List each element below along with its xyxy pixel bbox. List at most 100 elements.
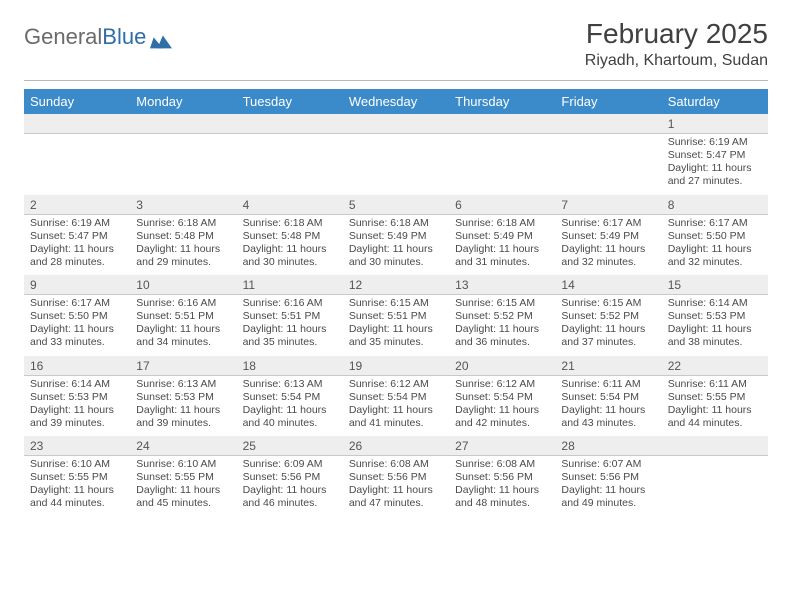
sunrise-line: Sunrise: 6:12 AM	[455, 378, 549, 391]
page-title: February 2025	[585, 18, 768, 50]
day-number: 7	[555, 195, 661, 214]
daylight-line: Daylight: 11 hours and 45 minutes.	[136, 484, 230, 510]
day-cell	[662, 456, 768, 517]
day-cell: Sunrise: 6:12 AMSunset: 5:54 PMDaylight:…	[343, 376, 449, 437]
day-number: 3	[130, 195, 236, 214]
sunset-line: Sunset: 5:55 PM	[668, 391, 762, 404]
sunrise-line: Sunrise: 6:13 AM	[136, 378, 230, 391]
day-cell: Sunrise: 6:15 AMSunset: 5:52 PMDaylight:…	[449, 295, 555, 356]
day-number: 6	[449, 195, 555, 214]
day-number	[449, 114, 555, 133]
header: GeneralBlue February 2025 Riyadh, Kharto…	[24, 18, 768, 70]
week-body-row: Sunrise: 6:19 AMSunset: 5:47 PMDaylight:…	[24, 134, 768, 195]
day-number: 14	[555, 275, 661, 294]
sunrise-line: Sunrise: 6:14 AM	[30, 378, 124, 391]
daylight-line: Daylight: 11 hours and 48 minutes.	[455, 484, 549, 510]
day-header: Sunday	[24, 89, 130, 114]
day-number: 27	[449, 436, 555, 455]
sunrise-line: Sunrise: 6:11 AM	[668, 378, 762, 391]
daylight-line: Daylight: 11 hours and 43 minutes.	[561, 404, 655, 430]
daylight-line: Daylight: 11 hours and 28 minutes.	[30, 243, 124, 269]
day-number: 13	[449, 275, 555, 294]
sunset-line: Sunset: 5:53 PM	[30, 391, 124, 404]
sunset-line: Sunset: 5:49 PM	[455, 230, 549, 243]
week-number-row: 1	[24, 114, 768, 134]
day-cell: Sunrise: 6:18 AMSunset: 5:49 PMDaylight:…	[343, 215, 449, 276]
day-number: 17	[130, 356, 236, 375]
day-number: 8	[662, 195, 768, 214]
sunrise-line: Sunrise: 6:09 AM	[243, 458, 337, 471]
day-cell: Sunrise: 6:15 AMSunset: 5:51 PMDaylight:…	[343, 295, 449, 356]
day-number: 19	[343, 356, 449, 375]
day-header: Monday	[130, 89, 236, 114]
daylight-line: Daylight: 11 hours and 30 minutes.	[349, 243, 443, 269]
day-cell: Sunrise: 6:19 AMSunset: 5:47 PMDaylight:…	[24, 215, 130, 276]
sunset-line: Sunset: 5:51 PM	[243, 310, 337, 323]
day-number: 22	[662, 356, 768, 375]
daylight-line: Daylight: 11 hours and 32 minutes.	[561, 243, 655, 269]
day-cell: Sunrise: 6:14 AMSunset: 5:53 PMDaylight:…	[24, 376, 130, 437]
daylight-line: Daylight: 11 hours and 35 minutes.	[243, 323, 337, 349]
day-header: Wednesday	[343, 89, 449, 114]
sunrise-line: Sunrise: 6:07 AM	[561, 458, 655, 471]
day-cell: Sunrise: 6:08 AMSunset: 5:56 PMDaylight:…	[343, 456, 449, 517]
day-cell: Sunrise: 6:10 AMSunset: 5:55 PMDaylight:…	[24, 456, 130, 517]
day-cell: Sunrise: 6:13 AMSunset: 5:54 PMDaylight:…	[237, 376, 343, 437]
calendar: SundayMondayTuesdayWednesdayThursdayFrid…	[24, 89, 768, 517]
day-number: 10	[130, 275, 236, 294]
week-number-row: 232425262728	[24, 436, 768, 456]
sunrise-line: Sunrise: 6:15 AM	[455, 297, 549, 310]
daylight-line: Daylight: 11 hours and 44 minutes.	[668, 404, 762, 430]
day-number: 1	[662, 114, 768, 133]
day-cell: Sunrise: 6:12 AMSunset: 5:54 PMDaylight:…	[449, 376, 555, 437]
day-cell: Sunrise: 6:18 AMSunset: 5:48 PMDaylight:…	[130, 215, 236, 276]
sunset-line: Sunset: 5:54 PM	[455, 391, 549, 404]
week-body-row: Sunrise: 6:19 AMSunset: 5:47 PMDaylight:…	[24, 215, 768, 276]
sunset-line: Sunset: 5:53 PM	[136, 391, 230, 404]
daylight-line: Daylight: 11 hours and 29 minutes.	[136, 243, 230, 269]
sunset-line: Sunset: 5:48 PM	[243, 230, 337, 243]
day-cell	[24, 134, 130, 195]
day-cell: Sunrise: 6:18 AMSunset: 5:49 PMDaylight:…	[449, 215, 555, 276]
sunrise-line: Sunrise: 6:12 AM	[349, 378, 443, 391]
day-cell: Sunrise: 6:13 AMSunset: 5:53 PMDaylight:…	[130, 376, 236, 437]
daylight-line: Daylight: 11 hours and 41 minutes.	[349, 404, 443, 430]
day-number: 18	[237, 356, 343, 375]
day-number	[555, 114, 661, 133]
day-number: 23	[24, 436, 130, 455]
sunrise-line: Sunrise: 6:17 AM	[30, 297, 124, 310]
day-cell: Sunrise: 6:16 AMSunset: 5:51 PMDaylight:…	[237, 295, 343, 356]
sunset-line: Sunset: 5:56 PM	[561, 471, 655, 484]
sunset-line: Sunset: 5:54 PM	[561, 391, 655, 404]
sunset-line: Sunset: 5:51 PM	[136, 310, 230, 323]
day-cell: Sunrise: 6:16 AMSunset: 5:51 PMDaylight:…	[130, 295, 236, 356]
day-header: Thursday	[449, 89, 555, 114]
day-number	[662, 436, 768, 455]
sunset-line: Sunset: 5:50 PM	[668, 230, 762, 243]
day-header: Friday	[555, 89, 661, 114]
day-cell: Sunrise: 6:09 AMSunset: 5:56 PMDaylight:…	[237, 456, 343, 517]
day-cell: Sunrise: 6:19 AMSunset: 5:47 PMDaylight:…	[662, 134, 768, 195]
sunset-line: Sunset: 5:55 PM	[136, 471, 230, 484]
sunset-line: Sunset: 5:52 PM	[455, 310, 549, 323]
daylight-line: Daylight: 11 hours and 40 minutes.	[243, 404, 337, 430]
day-cell	[555, 134, 661, 195]
sunset-line: Sunset: 5:53 PM	[668, 310, 762, 323]
sunrise-line: Sunrise: 6:14 AM	[668, 297, 762, 310]
logo-word2: Blue	[102, 24, 146, 50]
sunrise-line: Sunrise: 6:18 AM	[243, 217, 337, 230]
day-cell	[237, 134, 343, 195]
day-number: 24	[130, 436, 236, 455]
day-number: 12	[343, 275, 449, 294]
daylight-line: Daylight: 11 hours and 39 minutes.	[136, 404, 230, 430]
day-number	[130, 114, 236, 133]
day-cell: Sunrise: 6:17 AMSunset: 5:50 PMDaylight:…	[24, 295, 130, 356]
day-cell: Sunrise: 6:07 AMSunset: 5:56 PMDaylight:…	[555, 456, 661, 517]
sunset-line: Sunset: 5:56 PM	[455, 471, 549, 484]
day-number: 25	[237, 436, 343, 455]
daylight-line: Daylight: 11 hours and 36 minutes.	[455, 323, 549, 349]
daylight-line: Daylight: 11 hours and 32 minutes.	[668, 243, 762, 269]
sunrise-line: Sunrise: 6:08 AM	[455, 458, 549, 471]
sunrise-line: Sunrise: 6:10 AM	[30, 458, 124, 471]
day-number	[237, 114, 343, 133]
